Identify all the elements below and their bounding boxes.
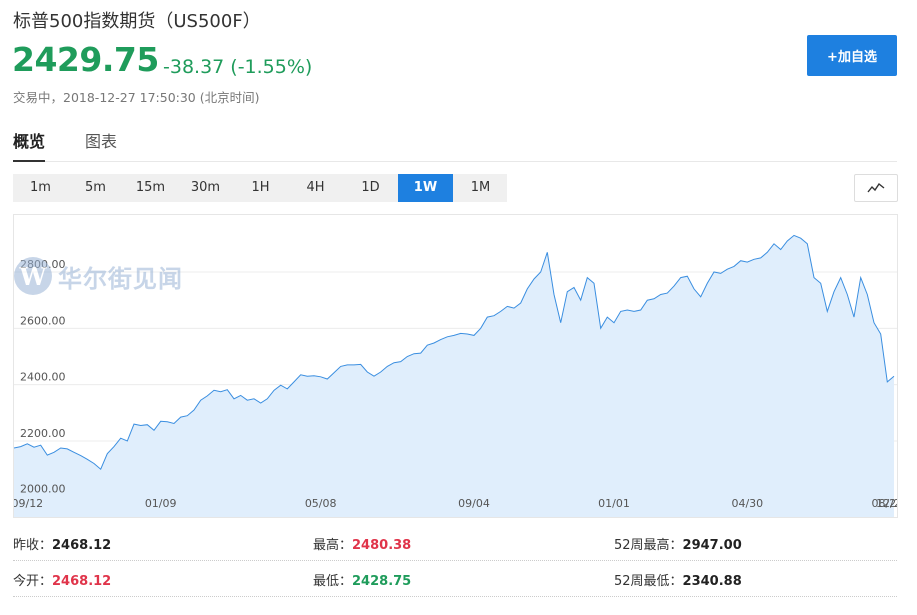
price-area	[14, 235, 894, 517]
tab-chart[interactable]: 图表	[85, 132, 118, 151]
stat-value: 2468.12	[52, 574, 112, 589]
watermark-text: 华尔街见闻	[58, 263, 183, 293]
stat-value: 2340.88	[682, 574, 742, 589]
x-tick-label: 04/30	[731, 497, 763, 510]
x-tick-label: 09/12	[14, 497, 43, 510]
stat-item: 最低：2428.75	[313, 570, 411, 589]
stat-item: 52周最低：2340.88	[614, 570, 742, 589]
stat-label: 52周最高：	[614, 538, 683, 553]
stat-item: 昨收：2468.12	[13, 534, 111, 553]
period-1d[interactable]: 1D	[361, 180, 380, 195]
line-chart-icon	[867, 182, 885, 193]
price-line	[14, 234, 895, 471]
x-tick-label: 01/01	[598, 497, 630, 510]
x-tick-label: 08/27	[871, 497, 898, 510]
stat-item: 今开：2468.12	[13, 570, 111, 589]
x-tick-label: 12/2	[876, 497, 898, 510]
stat-value: 2468.12	[52, 538, 112, 553]
stat-label: 52周最低：	[614, 574, 683, 589]
period-4h[interactable]: 4H	[306, 180, 325, 195]
price-change: -38.37 (-1.55%)	[163, 56, 313, 78]
stats-row: 昨收：2468.12 最高：2480.38 52周最高：2947.00	[13, 525, 897, 561]
stat-value: 2947.00	[682, 538, 742, 553]
watermark: W 华尔街见闻	[14, 257, 183, 295]
period-1w[interactable]: 1W	[398, 174, 453, 202]
y-tick-label: 2600.00	[20, 314, 66, 327]
tab-bar: 概览 图表	[13, 128, 897, 162]
stats-row: 今开：2468.12 最低：2428.75 52周最低：2340.88	[13, 561, 897, 597]
stat-value: 2428.75	[352, 574, 412, 589]
add-to-watchlist-button[interactable]: +加自选	[807, 35, 897, 76]
y-tick-label: 2000.00	[20, 482, 66, 495]
x-tick-label: 05/08	[305, 497, 337, 510]
stat-item: 最高：2480.38	[313, 534, 411, 553]
period-1m[interactable]: 1m	[30, 180, 51, 195]
period-5m[interactable]: 5m	[85, 180, 106, 195]
y-tick-label: 2200.00	[20, 427, 66, 440]
stat-item: 52周最高：2947.00	[614, 534, 742, 553]
period-15m[interactable]: 15m	[135, 180, 166, 195]
instrument-title: 标普500指数期货（US500F）	[13, 11, 261, 32]
x-tick-label: 09/04	[458, 497, 490, 510]
x-tick-label: 01/09	[145, 497, 177, 510]
period-selector: 1m 5m 15m 30m 1H 4H 1D 1W 1M	[13, 174, 507, 202]
period-1h[interactable]: 1H	[251, 180, 270, 195]
stat-label: 最高：	[313, 538, 353, 553]
stat-value: 2480.38	[352, 538, 412, 553]
watermark-logo: W	[14, 257, 52, 295]
chart-type-button[interactable]	[854, 174, 898, 202]
stat-label: 最低：	[313, 574, 353, 589]
period-1m[interactable]: 1M	[470, 180, 491, 195]
y-tick-label: 2400.00	[20, 371, 66, 384]
trading-status: 交易中，2018-12-27 17:50:30 (北京时间)	[13, 90, 260, 105]
stat-label: 昨收：	[13, 538, 53, 553]
last-price: 2429.75	[12, 40, 159, 79]
stat-label: 今开：	[13, 574, 53, 589]
period-30m[interactable]: 30m	[190, 180, 221, 195]
tab-overview[interactable]: 概览	[13, 128, 46, 162]
